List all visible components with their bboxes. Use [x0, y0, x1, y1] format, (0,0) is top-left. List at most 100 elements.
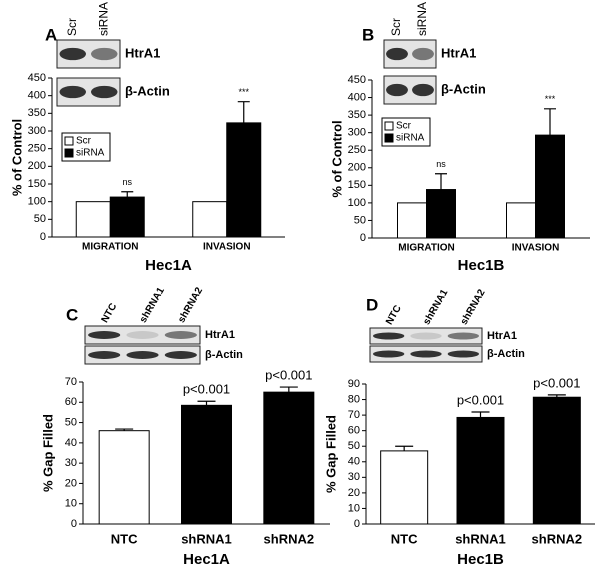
bar — [98, 430, 150, 525]
blot-band — [412, 47, 434, 61]
error-bar — [279, 386, 298, 393]
y-tick-label: 30 — [348, 471, 360, 483]
y-tick-label: 400 — [28, 90, 46, 102]
annotation: *** — [545, 94, 556, 104]
blot-band — [410, 350, 442, 358]
y-tick-label: 70 — [348, 409, 360, 421]
y-tick-label: 0 — [354, 518, 360, 530]
y-tick-label: 200 — [28, 160, 46, 172]
blot-band — [410, 332, 442, 340]
annotation: ns — [122, 177, 132, 187]
error-bar — [237, 101, 250, 123]
y-tick-label: 150 — [348, 179, 366, 191]
annotation: p<0.001 — [265, 368, 312, 383]
y-tick-label: 50 — [348, 440, 360, 452]
y-tick-label: 50 — [354, 214, 366, 226]
bar — [226, 122, 262, 238]
blot-band — [372, 332, 405, 340]
x-axis-label: Hec1B — [458, 257, 505, 274]
bar — [181, 404, 232, 525]
band-label: β-Actin — [487, 348, 525, 360]
blot-band — [164, 331, 197, 339]
lane-label: siRNA — [415, 2, 429, 36]
y-axis-label: % Gap Filled — [40, 414, 55, 492]
y-tick-label: 20 — [65, 477, 77, 489]
error-bar — [547, 394, 566, 398]
legend-swatch — [64, 136, 74, 146]
blot-band — [59, 85, 86, 99]
panel-letter: D — [366, 295, 378, 314]
lane-label: NTC — [100, 302, 120, 325]
blot-band — [88, 331, 121, 339]
error-bar — [115, 428, 134, 431]
blot-band — [447, 350, 480, 358]
y-tick-label: 150 — [28, 178, 46, 190]
y-tick-label: 40 — [348, 456, 360, 468]
error-bar — [121, 191, 134, 198]
y-tick-label: 350 — [28, 107, 46, 119]
error-bar — [544, 108, 556, 136]
error-bar — [395, 445, 414, 451]
x-tick-label: INVASION — [512, 243, 560, 254]
y-tick-label: 300 — [348, 127, 366, 139]
y-tick-label: 60 — [348, 425, 360, 437]
annotation: ns — [436, 159, 446, 169]
legend-swatch — [64, 148, 74, 158]
blot-band — [126, 351, 159, 359]
blot-band — [91, 85, 118, 99]
blot-band — [59, 47, 86, 61]
blot-band — [372, 350, 405, 358]
x-axis-label: Hec1B — [457, 551, 504, 568]
legend-swatch — [384, 121, 394, 131]
legend-label: siRNA — [396, 133, 425, 144]
blot-band — [91, 47, 118, 61]
y-axis-label: % of Control — [9, 119, 24, 196]
band-label: β-Actin — [205, 349, 243, 361]
x-tick-label: NTC — [111, 531, 138, 546]
error-bar — [471, 411, 490, 418]
blot-band — [126, 331, 159, 339]
panel-letter: A — [45, 25, 57, 44]
annotation: p<0.001 — [457, 392, 504, 407]
band-label: β-Actin — [441, 81, 486, 96]
x-tick-label: shRNA2 — [532, 531, 583, 546]
blot-band — [386, 47, 408, 61]
error-bar — [197, 400, 216, 406]
y-tick-label: 10 — [65, 498, 77, 510]
legend-label: Scr — [396, 121, 412, 132]
bar — [263, 391, 315, 525]
bar — [380, 450, 429, 525]
lane-label: siRNA — [96, 2, 110, 36]
bar — [532, 396, 581, 525]
lane-label: NTC — [384, 304, 404, 327]
band-label: HtrA1 — [441, 45, 476, 60]
lane-label: Scr — [65, 18, 79, 36]
y-tick-label: 0 — [40, 231, 46, 243]
bar — [506, 202, 536, 239]
y-tick-label: 30 — [65, 457, 77, 469]
annotation: p<0.001 — [533, 375, 580, 390]
blot-band — [164, 351, 197, 359]
legend-label: siRNA — [76, 148, 105, 159]
y-tick-label: 20 — [348, 487, 360, 499]
blot-band — [88, 351, 121, 359]
y-tick-label: 60 — [65, 396, 77, 408]
lane-label: Scr — [389, 18, 403, 36]
bar — [535, 134, 565, 239]
band-label: HtrA1 — [205, 329, 235, 341]
y-tick-label: 50 — [34, 213, 46, 225]
legend-label: Scr — [76, 136, 92, 147]
lane-label: shRNA1 — [138, 285, 167, 325]
y-tick-label: 70 — [65, 376, 77, 388]
annotation: *** — [238, 87, 249, 97]
y-tick-label: 100 — [348, 197, 366, 209]
x-tick-label: MIGRATION — [398, 243, 454, 254]
band-label: β-Actin — [125, 83, 170, 98]
bar — [426, 189, 456, 239]
x-tick-label: shRNA2 — [264, 531, 315, 546]
y-axis-label: % Gap Filled — [323, 415, 338, 493]
y-tick-label: 250 — [28, 143, 46, 155]
y-tick-label: 10 — [348, 502, 360, 514]
y-tick-label: 0 — [360, 232, 366, 244]
